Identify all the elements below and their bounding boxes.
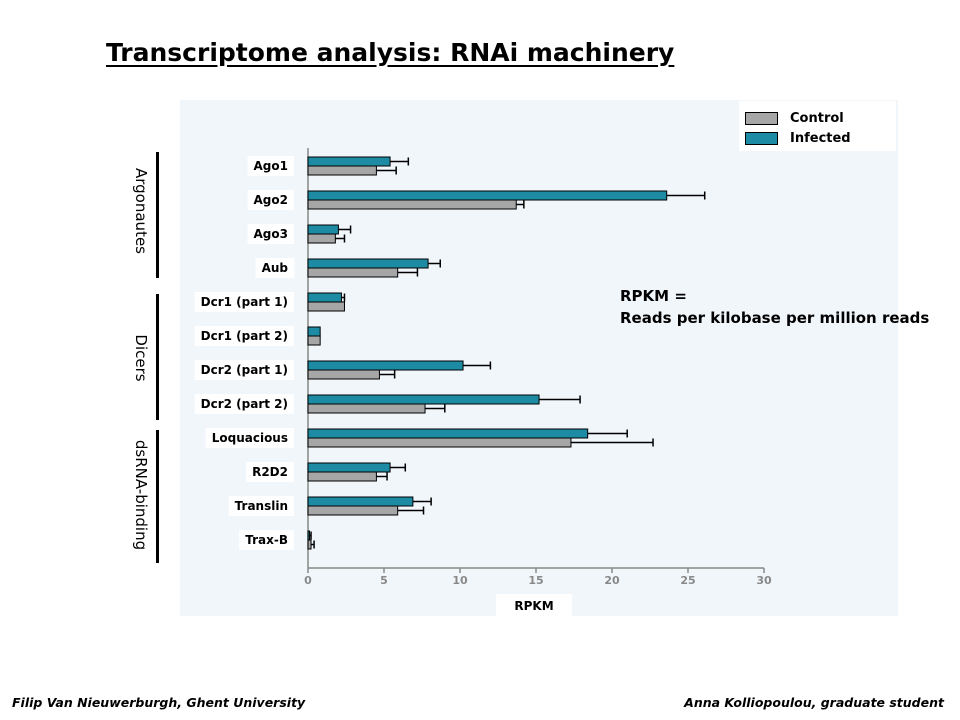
category-label-background: [228, 496, 294, 516]
bar-infected-translin: [307, 496, 414, 507]
x-tick-label: 0: [304, 574, 312, 587]
category-label-trax-b: Trax-B: [245, 533, 288, 547]
bar-chart: 0 5 10 15 20 25 30 RPKM Ago1 Ago2 Ago3 Aub Dcr1 (par…: [194, 148, 772, 616]
bar-control-aub: [307, 267, 399, 278]
bar-control-ago2: [307, 199, 517, 210]
category-label-ago1: Ago1: [254, 159, 288, 173]
chart-panel: 0 5 10 15 20 25 30 RPKM Ago1 Ago2 Ago3 Aub Dcr1 (par…: [180, 100, 898, 616]
legend-label-infected: Infected: [790, 130, 851, 146]
x-tick-label: 20: [604, 574, 620, 587]
category-label-background: [194, 292, 294, 312]
legend-item-infected: Infected: [745, 128, 851, 148]
category-label-background: [194, 360, 294, 380]
bar-control-dcr1-part-2: [307, 335, 321, 346]
bar-control-dcr2-part-1: [307, 369, 380, 380]
category-label-background: [247, 156, 294, 176]
bar-infected-ago2: [307, 190, 668, 201]
legend-swatch-control: [745, 111, 778, 125]
x-tick-label: 25: [680, 574, 695, 587]
category-label-background: [239, 530, 294, 550]
category-label-dcr1-part-2: Dcr1 (part 2): [201, 329, 288, 343]
x-tick-label: 15: [528, 574, 543, 587]
group-label-argonautes: Argonautes: [132, 168, 150, 254]
category-label-background: [247, 190, 294, 210]
category-label-loquacious: Loquacious: [212, 431, 288, 445]
x-axis-title-background: [496, 594, 572, 616]
bar-infected-trax-b: [307, 530, 311, 541]
note-line-1: RPKM =: [620, 287, 687, 305]
legend-label-control: Control: [790, 110, 844, 126]
footer-right: Anna Kolliopoulou, graduate student: [684, 695, 944, 710]
category-label-dcr1-part-1: Dcr1 (part 1): [201, 295, 288, 309]
bar-control-dcr1-part-1: [307, 301, 345, 312]
category-label-background: [255, 258, 295, 278]
chart-legend: Control Infected: [739, 101, 896, 151]
category-label-background: [194, 394, 294, 414]
bar-infected-loquacious: [307, 428, 589, 439]
bar-infected-aub: [307, 258, 429, 269]
category-label-background: [247, 224, 294, 244]
category-label-r2d2: R2D2: [252, 465, 288, 479]
slide-title: Transcriptome analysis: RNAi machinery: [106, 38, 675, 67]
group-label-dicers: Dicers: [132, 334, 150, 382]
category-label-ago2: Ago2: [254, 193, 288, 207]
footer-left: Filip Van Nieuwerburgh, Ghent University: [12, 695, 306, 710]
bar-control-translin: [307, 505, 399, 516]
group-bracket-argonautes: [156, 152, 159, 278]
bar-control-dcr2-part-2: [307, 403, 426, 414]
bar-infected-dcr1-part-1: [307, 292, 342, 303]
legend-swatch-infected: [745, 131, 778, 145]
bar-control-ago1: [307, 165, 377, 176]
category-label-translin: Translin: [235, 499, 288, 513]
x-tick-label: 5: [380, 574, 388, 587]
bar-control-r2d2: [307, 471, 377, 482]
category-label-background: [194, 326, 294, 346]
rpkm-definition-note: RPKM = Reads per kilobase per million re…: [620, 285, 929, 329]
category-label-dcr2-part-1: Dcr2 (part 1): [201, 363, 288, 377]
category-label-background: [205, 428, 294, 448]
bar-infected-r2d2: [307, 462, 391, 473]
category-label-dcr2-part-2: Dcr2 (part 2): [201, 397, 288, 411]
bar-control-trax-b: [307, 539, 312, 550]
group-bracket-dicers: [156, 294, 159, 420]
bar-infected-dcr2-part-2: [307, 394, 540, 405]
group-label-dsrna-binding: dsRNA-binding: [132, 439, 150, 551]
note-line-2: Reads per kilobase per million reads: [620, 309, 930, 327]
legend-item-control: Control: [745, 108, 844, 128]
x-tick-label: 10: [452, 574, 468, 587]
bar-infected-ago1: [307, 156, 391, 167]
category-label-aub: Aub: [262, 261, 289, 275]
category-label-ago3: Ago3: [254, 227, 288, 241]
bar-control-ago3: [307, 233, 336, 244]
x-axis-title: RPKM: [514, 599, 553, 613]
category-label-background: [246, 462, 294, 482]
bar-control-loquacious: [307, 437, 572, 448]
bar-infected-dcr1-part-2: [307, 326, 321, 337]
bar-infected-ago3: [307, 224, 339, 235]
group-bracket-dsrna-binding: [156, 430, 159, 563]
x-tick-label: 30: [756, 574, 772, 587]
bar-infected-dcr2-part-1: [307, 360, 464, 371]
